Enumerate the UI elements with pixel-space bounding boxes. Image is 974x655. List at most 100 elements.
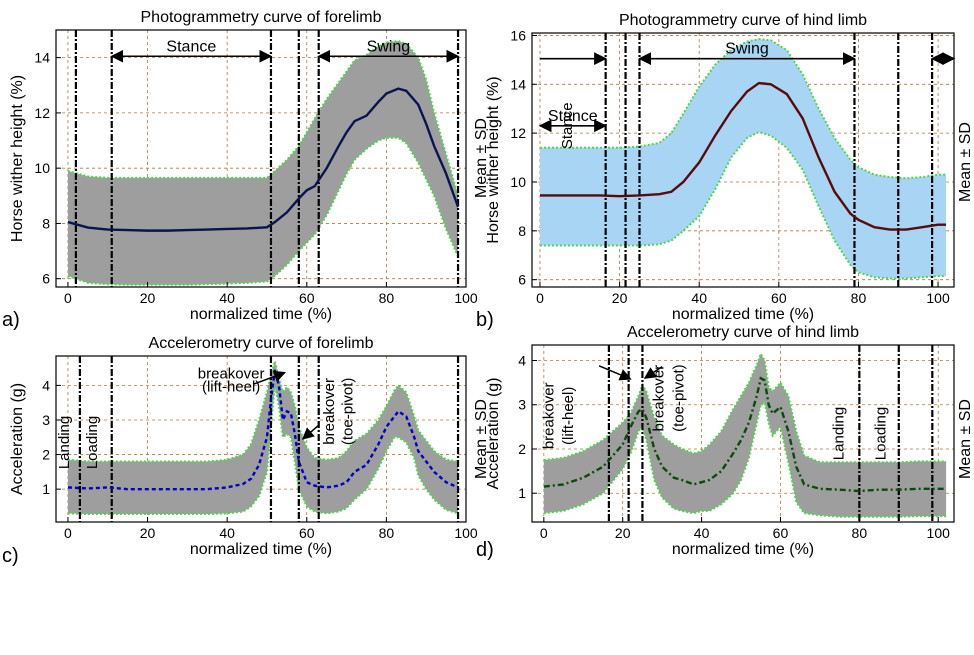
x-axis-label: normalized time (%) — [190, 306, 332, 323]
x-tick-label: 80 — [852, 525, 868, 541]
y-tick-label: 3 — [518, 397, 526, 413]
phase-label: Stance — [548, 108, 598, 125]
mean-line — [543, 376, 947, 493]
annotation-text: breakover — [198, 365, 265, 382]
x-tick-label: 20 — [612, 290, 628, 306]
annotation-text: (toe-pivot) — [670, 364, 687, 432]
chart-panel-b: 0 20 40 60 80 100 6 8 10 12 14 16 Photogrammetry cur… — [476, 12, 974, 331]
x-tick-label: 60 — [773, 525, 789, 541]
y-tick-label: 10 — [34, 160, 50, 176]
panel-label: b) — [476, 309, 494, 331]
mean-line — [539, 81, 947, 231]
panel-label: c) — [2, 545, 19, 567]
x-tick-label: 40 — [219, 525, 235, 541]
chart-title: Accelerometry curve of hind limb — [627, 324, 859, 341]
sd-lower-edge — [67, 385, 459, 516]
x-tick-label: 20 — [140, 525, 156, 541]
x-tick-label: 40 — [694, 525, 710, 541]
sd-band — [67, 41, 459, 285]
x-tick-label: 0 — [64, 525, 72, 541]
y-tick-label: 2 — [518, 441, 526, 457]
annotation-text: breakover — [540, 382, 557, 449]
y-tick-label: 1 — [518, 485, 526, 501]
y-tick-label: 4 — [42, 377, 50, 393]
y-axis-label: Horse wither height (%) — [485, 76, 502, 243]
y-tick-label: 6 — [518, 272, 526, 288]
plot-frame — [531, 32, 955, 288]
x-tick-label: 100 — [927, 525, 951, 541]
y-axis-label: Acceleration (g) — [9, 383, 26, 495]
annotation-arrow — [252, 370, 287, 386]
x-tick-label: 20 — [140, 290, 156, 306]
mean-line — [67, 369, 459, 491]
y-tick-label: 2 — [42, 447, 50, 463]
x-tick-label: 0 — [536, 290, 544, 306]
y-axis-label: Horse wither height (%) — [9, 75, 26, 242]
x-tick-label: 80 — [379, 290, 395, 306]
sd-upper-edge — [543, 351, 947, 464]
plot-frame — [55, 355, 467, 523]
x-axis-label: normalized time (%) — [672, 541, 814, 558]
x-tick-label: 40 — [219, 290, 235, 306]
side-label: Mean ± SD — [473, 399, 490, 479]
chart-title: Photogrammetry curve of hind limb — [619, 12, 867, 29]
x-axis-label: normalized time (%) — [190, 541, 332, 558]
x-tick-label: 80 — [379, 525, 395, 541]
sd-band — [67, 361, 459, 515]
annotation-arrow — [643, 366, 663, 379]
y-tick-label: 1 — [42, 481, 50, 497]
x-tick-label: 100 — [454, 290, 478, 306]
x-axis-label: normalized time (%) — [672, 306, 814, 323]
y-tick-label: 14 — [34, 50, 50, 66]
x-tick-label: 20 — [615, 525, 631, 541]
sd-upper-edge — [539, 38, 947, 180]
annotation-text: Stance — [559, 102, 576, 149]
sd-lower-edge — [543, 400, 947, 518]
annotation-text: breakover — [321, 378, 338, 445]
panel-label: a) — [2, 309, 20, 331]
y-tick-label: 12 — [510, 125, 526, 141]
plot-frame — [531, 344, 955, 523]
chart-title: Photogrammetry curve of forelimb — [141, 9, 382, 26]
y-tick-label: 16 — [510, 27, 526, 43]
chart-panel-c: 0 20 40 60 80 100 1 2 3 4 Accelerometry curve of f… — [2, 335, 490, 567]
annotation-text: Loading — [872, 407, 889, 460]
sd-band — [543, 353, 947, 517]
phase-label: Swing — [367, 38, 411, 55]
y-tick-label: 6 — [42, 271, 50, 287]
annotation-text: Loading — [84, 416, 101, 469]
annotation-arrow — [301, 424, 320, 440]
x-tick-label: 0 — [64, 290, 72, 306]
y-tick-label: 8 — [42, 215, 50, 231]
sd-upper-edge — [67, 40, 459, 197]
x-tick-label: 100 — [454, 525, 478, 541]
y-axis-label: Acceleration (g) — [485, 377, 502, 489]
panel-label: d) — [476, 539, 494, 561]
chart-panel-d: 0 20 40 60 80 100 1 2 3 4 Accelerometry curve of h… — [476, 324, 974, 561]
y-tick-label: 10 — [510, 174, 526, 190]
x-tick-label: 60 — [299, 525, 315, 541]
x-tick-label: 100 — [926, 290, 950, 306]
annotation-text: (lift-heel) — [202, 379, 260, 396]
plot-frame — [55, 29, 467, 288]
y-tick-label: 14 — [510, 76, 526, 92]
annotation-text: breakover — [651, 365, 668, 432]
y-tick-label: 3 — [42, 412, 50, 428]
annotation-text: Landing — [56, 416, 73, 469]
annotation-arrow — [598, 365, 632, 381]
y-tick-label: 4 — [518, 352, 526, 368]
x-tick-label: 60 — [299, 290, 315, 306]
annotation-text: (toe-pivot) — [340, 378, 357, 446]
sd-band — [539, 39, 947, 279]
side-label: Mean ± SD — [957, 399, 974, 479]
mean-line — [67, 87, 460, 232]
sd-lower-edge — [67, 136, 459, 286]
side-label: Mean ± SD — [473, 118, 490, 198]
y-tick-label: 12 — [34, 105, 50, 121]
annotation-text: (lift-heel) — [560, 387, 577, 445]
phase-label: Swing — [725, 41, 769, 58]
y-tick-label: 8 — [518, 223, 526, 239]
phase-label: Stance — [166, 38, 216, 55]
annotation-text: Landing — [831, 407, 848, 460]
chart-title: Accelerometry curve of forelimb — [149, 335, 374, 352]
